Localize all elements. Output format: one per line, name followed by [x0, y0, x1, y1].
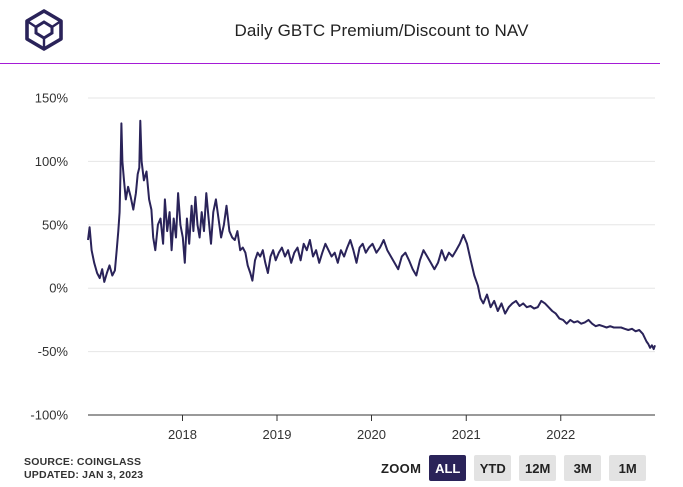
y-axis: 150% 100% 50% 0% -50% -100% — [30, 91, 68, 423]
zoom-3m-button[interactable]: 3M — [564, 455, 602, 481]
x-tick-label: 2018 — [168, 427, 197, 442]
zoom-all-button[interactable]: ALL — [429, 455, 467, 481]
y-tick-label: -50% — [38, 344, 69, 359]
zoom-12m-button[interactable]: 12M — [519, 455, 557, 481]
series-line — [87, 119, 656, 351]
source-note: SOURCE: COINGLASS UPDATED: JAN 3, 2023 — [24, 456, 143, 482]
chart-title: Daily GBTC Premium/Discount to NAV — [234, 21, 529, 40]
line-chart: 150%100%50%0%-50%-100% 2018 2019 2020 2021 2… — [30, 91, 656, 442]
theblock-cube-logo-icon — [25, 9, 63, 51]
source-text: SOURCE: COINGLASS — [24, 456, 142, 468]
zoom-label: ZOOM — [381, 460, 422, 476]
y-tick-label: 100% — [35, 154, 69, 169]
x-tick-label: 2019 — [263, 427, 292, 442]
x-tick-label: 2022 — [546, 427, 575, 442]
title-divider — [0, 63, 660, 64]
updated-text: UPDATED: JAN 3, 2023 — [24, 469, 144, 481]
gridlines — [88, 97, 655, 353]
y-tick-label: 150% — [35, 91, 69, 106]
y-tick-label: -100% — [30, 408, 68, 423]
x-axis: 2018 2019 2020 2021 2022 — [168, 415, 575, 442]
chart-area[interactable]: 150% 100% 50% 0% -50% -100% 2018 2019 2020 2021 2… — [0, 70, 683, 450]
zoom-ytd-button[interactable]: YTD — [474, 455, 512, 481]
y-tick-label: 50% — [42, 217, 68, 232]
x-tick-label: 2021 — [452, 427, 481, 442]
zoom-controls: ZOOM ALL YTD 12M 3M 1M — [381, 455, 654, 481]
x-tick-label: 2020 — [357, 427, 386, 442]
zoom-1m-button[interactable]: 1M — [609, 455, 647, 481]
y-tick-label: 0% — [49, 281, 68, 296]
